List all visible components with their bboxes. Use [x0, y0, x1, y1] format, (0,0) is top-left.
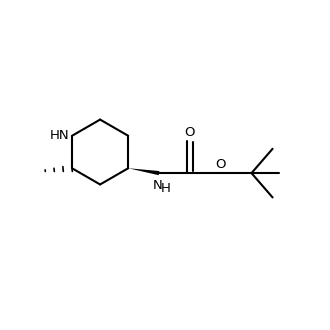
Text: O: O	[184, 126, 195, 139]
Text: N: N	[152, 179, 162, 192]
Polygon shape	[128, 168, 159, 175]
Text: HN: HN	[50, 129, 69, 142]
Text: H: H	[161, 182, 171, 195]
Text: O: O	[215, 158, 226, 172]
